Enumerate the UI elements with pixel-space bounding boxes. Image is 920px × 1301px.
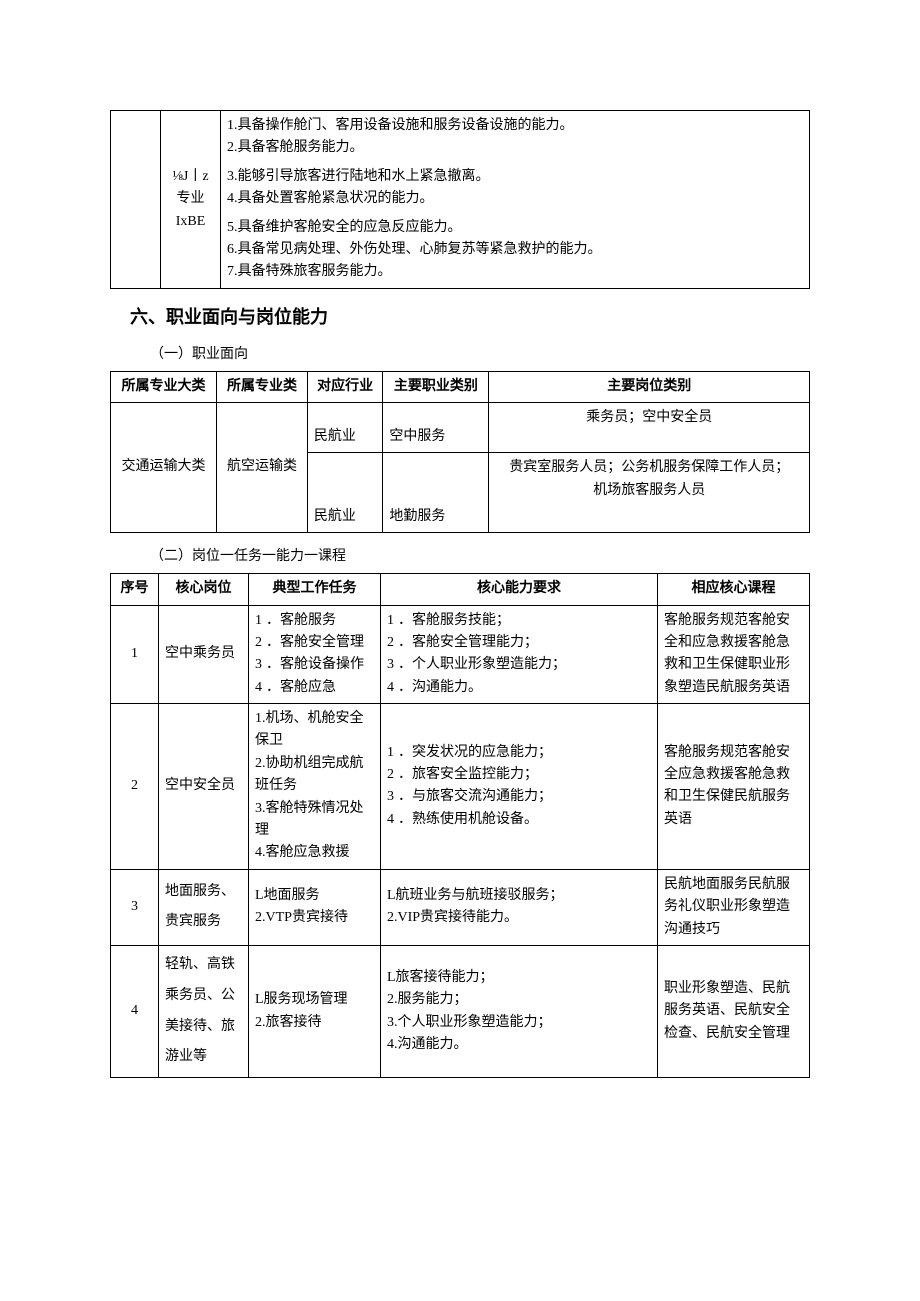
t2-h1: 所属专业大类 [111, 371, 217, 402]
num: 2 [255, 632, 266, 654]
t3-req: 1．客舱服务技能； 2．客舱安全管理能力； 3．个人职业形象塑造能力； 4．沟通… [381, 605, 658, 704]
t3-post: 轻轨、高铁乘务员、公美接待、旅游业等 [159, 945, 249, 1077]
t2-category: 空中服务 [383, 403, 489, 453]
subheading-1: （一）职业面向 [150, 343, 810, 363]
t1-abilities: 1.具备操作舱门、客用设备设施和服务设备设施的能力。 2.具备客舱服务能力。 3… [221, 111, 810, 289]
t2-h3: 对应行业 [307, 371, 382, 402]
num: 1 [255, 610, 266, 632]
txt: ．旅客安全监控能力； [398, 764, 552, 786]
t3-no: 1 [111, 605, 159, 704]
t2-h5: 主要岗位类别 [489, 371, 810, 402]
t2-category: 地勤服务 [383, 453, 489, 533]
post-task-ability-course-table: 序号 核心岗位 典型工作任务 核心能力要求 相应核心课程 1 空中乘务员 1．客… [110, 573, 810, 1078]
t1-line: 5.具备维护客舱安全的应急反应能力。 [227, 217, 803, 239]
txt: ．熟练使用机舱设备。 [398, 809, 552, 831]
num: 3 [387, 786, 398, 808]
t2-industry: 民航业 [307, 403, 382, 453]
txt: ．客舱服务 [266, 610, 364, 632]
t3-no: 3 [111, 869, 159, 945]
t3-post: 地面服务、贵宾服务 [159, 869, 249, 945]
num: 4 [387, 677, 398, 699]
t3-req: L航班业务与航班接驳服务； 2.VIP贵宾接待能力。 [381, 869, 658, 945]
t1-line: 2.具备客舱服务能力。 [227, 137, 803, 159]
txt: ．客舱设备操作 [266, 654, 364, 676]
num: 2 [387, 764, 398, 786]
t2-post: 乘务员；空中安全员 [489, 403, 810, 453]
t3-no: 2 [111, 704, 159, 870]
career-orientation-table: 所属专业大类 所属专业类 对应行业 主要职业类别 主要岗位类别 交通运输大类 航… [110, 371, 810, 533]
txt: ．客舱应急 [266, 677, 364, 699]
t3-course: 客舱服务规范客舱安全应急救援客舱急救和卫生保健民航服务英语 [658, 704, 810, 870]
table-row: 2 空中安全员 1.机场、机舱安全保卫 2.协助机组完成航班任务 3.客舱特殊情… [111, 704, 810, 870]
num: 3 [255, 654, 266, 676]
table-row: 4 轻轨、高铁乘务员、公美接待、旅游业等 L服务现场管理 2.旅客接待 L旅客接… [111, 945, 810, 1077]
subheading-2: （二）岗位一任务一能力一课程 [150, 545, 810, 565]
t3-req: 1．突发状况的应急能力； 2．旅客安全监控能力； 3．与旅客交流沟通能力； 4．… [381, 704, 658, 870]
t1-line: 7.具备特殊旅客服务能力。 [227, 261, 803, 283]
t2-h4: 主要职业类别 [383, 371, 489, 402]
num: 1 [387, 610, 398, 632]
t3-post: 空中乘务员 [159, 605, 249, 704]
num: 1 [387, 742, 398, 764]
t3-post: 空中安全员 [159, 704, 249, 870]
num: 4 [387, 809, 398, 831]
txt: ．突发状况的应急能力； [398, 742, 552, 764]
txt: ．沟通能力。 [398, 677, 566, 699]
t1-line: 4.具备处置客舱紧急状况的能力。 [227, 188, 803, 210]
t3-no: 4 [111, 945, 159, 1077]
t1-major-label: ⅛J丨z 专业 IxBE [161, 111, 221, 289]
t3-req: L旅客接待能力； 2.服务能力； 3.个人职业形象塑造能力； 4.沟通能力。 [381, 945, 658, 1077]
t3-h4: 核心能力要求 [381, 574, 658, 605]
t3-course: 民航地面服务民航服务礼仪职业形象塑造沟通技巧 [658, 869, 810, 945]
num: 4 [255, 677, 266, 699]
t1-line: 6.具备常见病处理、外伤处理、心肺复苏等紧急救护的能力。 [227, 239, 803, 261]
num: 2 [387, 632, 398, 654]
t2-post: 贵宾室服务人员；公务机服务保障工作人员； 机场旅客服务人员 [489, 453, 810, 533]
t3-course: 职业形象塑造、民航服务英语、民航安全检查、民航安全管理 [658, 945, 810, 1077]
t3-h3: 典型工作任务 [249, 574, 381, 605]
table-row: 1 空中乘务员 1．客舱服务 2．客舱安全管理 3．客舱设备操作 4．客舱应急 … [111, 605, 810, 704]
txt: ．个人职业形象塑造能力； [398, 654, 566, 676]
t2-major-category: 交通运输大类 [111, 403, 217, 533]
t2-major-type: 航空运输类 [217, 403, 308, 533]
section-heading: 六、职业面向与岗位能力 [130, 303, 810, 329]
t1-line: 1.具备操作舱门、客用设备设施和服务设备设施的能力。 [227, 115, 803, 137]
t3-h5: 相应核心课程 [658, 574, 810, 605]
t3-course: 客舱服务规范客舱安全和应急救援客舱急救和卫生保健职业形象塑造民航服务英语 [658, 605, 810, 704]
t3-tasks: 1．客舱服务 2．客舱安全管理 3．客舱设备操作 4．客舱应急 [249, 605, 381, 704]
t3-h2: 核心岗位 [159, 574, 249, 605]
txt: ．客舱安全管理 [266, 632, 364, 654]
t1-line: 3.能够引导旅客进行陆地和水上紧急撤离。 [227, 166, 803, 188]
txt: ．客舱服务技能； [398, 610, 566, 632]
t1-blank [111, 111, 161, 289]
t2-industry: 民航业 [307, 453, 382, 533]
t3-h1: 序号 [111, 574, 159, 605]
t3-tasks: 1.机场、机舱安全保卫 2.协助机组完成航班任务 3.客舱特殊情况处理 4.客舱… [249, 704, 381, 870]
table-row: 3 地面服务、贵宾服务 L地面服务 2.VTP贵宾接待 L航班业务与航班接驳服务… [111, 869, 810, 945]
t3-tasks: L地面服务 2.VTP贵宾接待 [249, 869, 381, 945]
txt: ．与旅客交流沟通能力； [398, 786, 552, 808]
t3-tasks: L服务现场管理 2.旅客接待 [249, 945, 381, 1077]
t2-h2: 所属专业类 [217, 371, 308, 402]
txt: ．客舱安全管理能力； [398, 632, 566, 654]
num: 3 [387, 654, 398, 676]
abilities-table: ⅛J丨z 专业 IxBE 1.具备操作舱门、客用设备设施和服务设备设施的能力。 … [110, 110, 810, 289]
